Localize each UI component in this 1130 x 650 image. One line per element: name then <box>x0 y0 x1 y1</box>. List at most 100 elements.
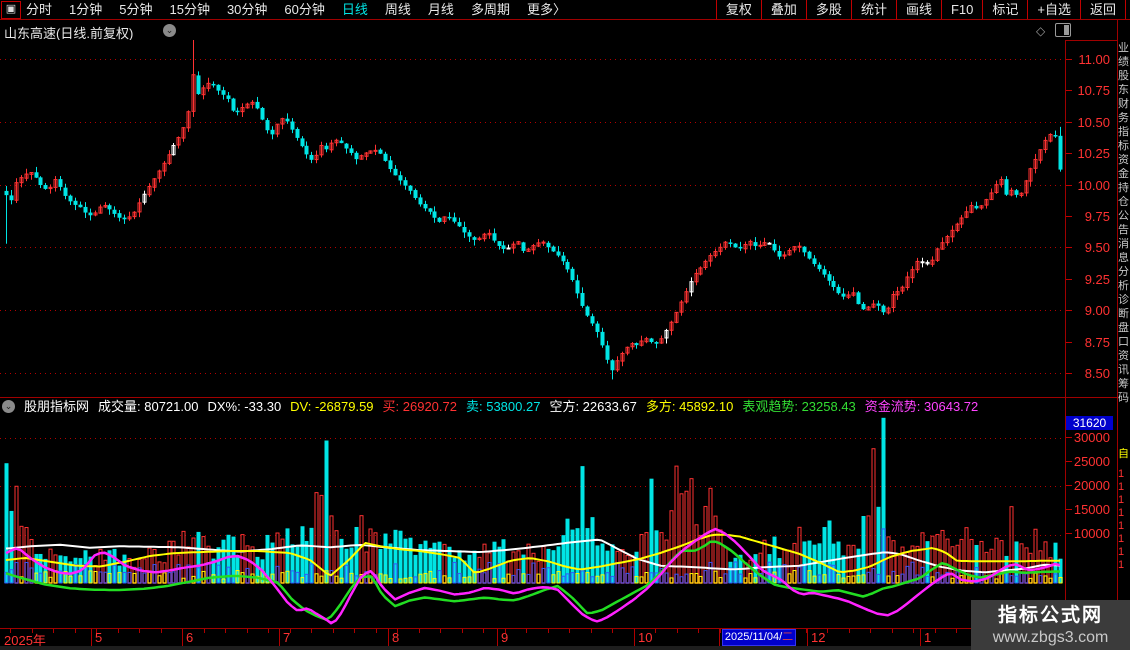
strip-fragment: 码 <box>1118 392 1129 404</box>
app-window-icon[interactable]: ▣ <box>1 1 21 19</box>
period-item-1分钟[interactable]: 1分钟 <box>69 2 103 17</box>
date-axis[interactable]: 2025年 5 6 7 8 9 10 12 1 2025/11/04/二 <box>0 629 1117 646</box>
tool-item-统计[interactable]: 统计 <box>850 0 896 19</box>
period-item-分时[interactable]: 分时 <box>26 2 53 17</box>
watermark-url: www.zbgs3.com <box>992 628 1109 646</box>
strip-tab-label[interactable]: 自 <box>1118 448 1129 460</box>
tool-item-返回[interactable]: 返回 <box>1079 0 1126 19</box>
tool-item-F10[interactable]: F10 <box>940 0 982 19</box>
date-divider <box>0 628 1117 629</box>
indicator-chevron-icon[interactable]: ⌄ <box>2 400 15 413</box>
strip-fragment: 盘 <box>1118 322 1129 334</box>
month-label: 1 <box>924 630 932 645</box>
indicator-field: DV: -26879.59 <box>290 399 374 414</box>
strip-fragment: 析 <box>1118 280 1129 292</box>
diamond-icon[interactable]: ◇ <box>1036 24 1046 38</box>
price-axis-label: 10.00 <box>1077 178 1110 193</box>
strip-fragment: 股 <box>1118 70 1129 82</box>
strip-price-digit: 1 <box>1118 494 1125 506</box>
month-label: 12 <box>811 630 826 645</box>
indicator-field: 多方: 45892.10 <box>645 399 734 414</box>
strip-fragment: 财 <box>1118 98 1129 110</box>
period-item-15分钟[interactable]: 15分钟 <box>169 2 210 17</box>
status-strip <box>0 646 1130 650</box>
tool-item-画线[interactable]: 画线 <box>895 0 941 19</box>
indicator-field: 卖: 53800.27 <box>465 399 541 414</box>
price-axis-label: 8.50 <box>1084 366 1110 381</box>
strip-fragment: 仓 <box>1118 196 1129 208</box>
indicator-field: 资金流势: 30643.72 <box>864 399 979 414</box>
month-label: 8 <box>392 630 400 645</box>
tool-item-多股[interactable]: 多股 <box>805 0 851 19</box>
price-axis-label: 9.25 <box>1084 272 1110 287</box>
volume-axis-label: 20000 <box>1073 478 1110 493</box>
price-axis-label: 10.75 <box>1077 83 1110 98</box>
top-border <box>1065 40 1130 41</box>
period-item-5分钟[interactable]: 5分钟 <box>119 2 153 17</box>
chevron-down-icon[interactable]: ⌄ <box>163 24 176 37</box>
tool-item-+自选[interactable]: +自选 <box>1027 0 1080 19</box>
price-axis-label: 10.25 <box>1077 146 1110 161</box>
period-item-60分钟[interactable]: 60分钟 <box>284 2 325 17</box>
strip-fragment: 标 <box>1118 140 1129 152</box>
month-label: 7 <box>283 630 291 645</box>
strip-fragment: 筹 <box>1118 378 1129 390</box>
selected-date-badge[interactable]: 2025/11/04/二 <box>722 629 796 646</box>
tool-item-标记[interactable]: 标记 <box>982 0 1027 19</box>
strip-price-digit: 1 <box>1118 520 1125 532</box>
strip-fragment: 口 <box>1118 336 1129 348</box>
strip-fragment: 消 <box>1118 238 1129 250</box>
strip-fragment: 息 <box>1118 252 1129 264</box>
vol-max-badge: 31620 <box>1066 416 1113 430</box>
price-axis-label: 9.75 <box>1084 209 1110 224</box>
strip-fragment: 务 <box>1118 112 1129 124</box>
volume-axis-label: 25000 <box>1073 454 1110 469</box>
strip-price-digit: 1 <box>1118 468 1125 480</box>
indicator-chart[interactable] <box>0 415 1065 628</box>
top-toolbar: ▣ 分时 1分钟 5分钟 15分钟 30分钟 60分钟 日线 周线 月线 多周期 更多〉 复权 叠加多… <box>0 0 1130 20</box>
strip-fragment: 资 <box>1118 350 1129 362</box>
split-panel-icon[interactable] <box>1055 23 1071 37</box>
period-item-多周期[interactable]: 多周期 <box>470 2 510 17</box>
kline-chart[interactable] <box>0 40 1065 397</box>
title-row: 山东高速(日线.前复权) ⌄ ◇ <box>0 20 1117 41</box>
indicator-field: 成交量: 80721.00 <box>98 399 199 414</box>
strip-fragment: 金 <box>1118 168 1129 180</box>
strip-fragment: 告 <box>1118 224 1129 236</box>
price-axis-label: 9.00 <box>1084 303 1110 318</box>
strip-fragment: 持 <box>1118 182 1129 194</box>
period-item-日线[interactable]: 日线 <box>341 2 368 17</box>
period-item-更多〉[interactable]: 更多〉 <box>526 2 566 17</box>
tool-item-叠加[interactable]: 叠加 <box>760 0 806 19</box>
strip-price-digit: 1 <box>1118 481 1125 493</box>
strip-price-digit: 1 <box>1118 507 1125 519</box>
indicator-field: 买: 26920.72 <box>382 399 457 414</box>
strip-price-digit: 1 <box>1118 533 1125 545</box>
indicator-field: 空方: 22633.67 <box>549 399 637 414</box>
price-axis-label: 11.00 <box>1078 52 1110 67</box>
strip-price-digit: 1 <box>1118 546 1125 558</box>
indicator-field: 表观趋势: 23258.43 <box>742 399 856 414</box>
period-item-月线[interactable]: 月线 <box>427 2 454 17</box>
period-item-30分钟[interactable]: 30分钟 <box>226 2 268 17</box>
strip-fragment: 东 <box>1118 84 1129 96</box>
period-item-周线[interactable]: 周线 <box>384 2 411 17</box>
price-axis-label: 9.50 <box>1084 240 1110 255</box>
strip-fragment: 讯 <box>1118 364 1129 376</box>
watermark-title: 指标公式网 <box>997 604 1103 626</box>
tools-menu: 复权 叠加 多股 统计 画线 F10 标记 +自选 返回 <box>715 0 1126 19</box>
strip-fragment: 断 <box>1118 308 1129 320</box>
chart-title: 山东高速(日线.前复权) <box>4 26 134 41</box>
month-label: 6 <box>186 630 194 645</box>
period-menu: 分时 1分钟 5分钟 15分钟 30分钟 60分钟 日线 周线 月线 多周期 更多〉 <box>26 0 566 19</box>
strip-fragment: 分 <box>1118 266 1129 278</box>
strip-fragment: 公 <box>1118 210 1129 222</box>
strip-fragment: 诊 <box>1118 294 1129 306</box>
strip-fragment: 资 <box>1118 154 1129 166</box>
month-label: 2025年 <box>4 633 46 646</box>
indicator-field: DX%: -33.30 <box>207 399 282 414</box>
month-label: 10 <box>638 630 653 645</box>
tool-item-复权[interactable]: 复权 <box>715 0 761 19</box>
month-label: 5 <box>95 630 103 645</box>
